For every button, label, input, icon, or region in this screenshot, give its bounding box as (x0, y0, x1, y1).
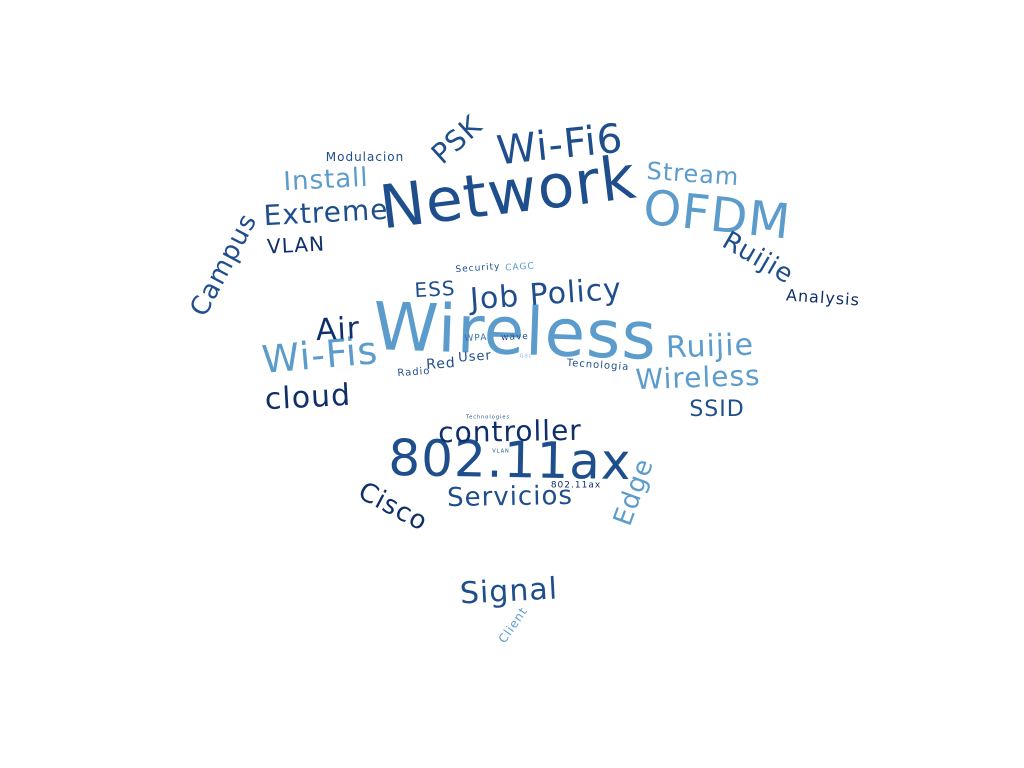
word-analysis: Analysis (785, 285, 861, 310)
word-vlan-tiny: VLAN (492, 448, 510, 455)
word-cagc: CAGC (504, 261, 536, 274)
word-gdc: Gdc (519, 353, 533, 360)
word-stream: Stream (645, 156, 741, 192)
word-air: Air (314, 310, 361, 349)
word-ofdm: OFDM (640, 179, 794, 251)
word-user: User (457, 348, 493, 366)
word-wireless-small: Wireless (634, 358, 762, 397)
word-radio: Radio (397, 365, 431, 380)
word-security: Security (455, 261, 501, 276)
word-ssid: SSID (689, 397, 745, 422)
word-cloud: cloud (263, 377, 352, 418)
word-campus: Campus (184, 208, 264, 322)
word-modulacion: Modulacion (325, 150, 405, 164)
word-signal: Signal (459, 571, 559, 612)
word-extreme: Extreme (262, 192, 390, 233)
word-vlan-left: VLAN (266, 231, 326, 259)
word-install: Install (282, 162, 370, 198)
word-technologies: Technologies (465, 414, 511, 421)
word-ess: ESS (413, 275, 457, 303)
word-802-11ax-small: 802.11ax (550, 480, 602, 491)
word-controller: controller (437, 413, 583, 450)
word-client: Client (495, 604, 531, 646)
word-wave: wave (500, 331, 530, 344)
word-wpa: WPA (464, 332, 488, 345)
